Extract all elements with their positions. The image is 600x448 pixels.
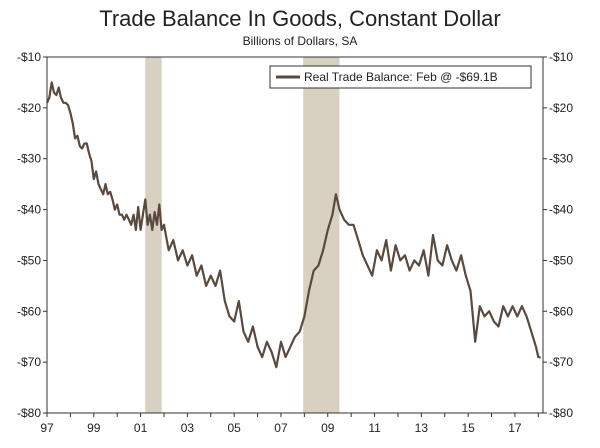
y-tick-label-left: -$20 <box>17 101 41 115</box>
chart-subtitle: Billions of Dollars, SA <box>242 34 358 48</box>
y-tick-label-right: -$40 <box>549 203 573 217</box>
y-tick-label-left: -$80 <box>17 406 41 420</box>
x-tick-label: 03 <box>181 421 195 435</box>
x-tick-label: 13 <box>415 421 429 435</box>
y-tick-label-right: -$50 <box>549 253 573 267</box>
axis-ticks: -$10 -$10 -$20 -$20 -$30 -$30 -$40 -$40 -$50 -$50… <box>17 50 573 435</box>
y-tick-label-right: -$60 <box>549 304 573 318</box>
y-tick-label-right: -$70 <box>549 355 573 369</box>
series-layer <box>45 81 541 369</box>
x-tick-label: 09 <box>321 421 335 435</box>
legend-label: Real Trade Balance: Feb @ -$69.1B <box>304 70 498 84</box>
x-tick-label: 07 <box>274 421 288 435</box>
recession-band-1 <box>303 57 340 413</box>
y-tick-label-left: -$70 <box>17 355 41 369</box>
x-tick-label: 15 <box>461 421 475 435</box>
y-tick-label-left: -$10 <box>17 50 41 64</box>
y-tick-label-left: -$40 <box>17 203 41 217</box>
x-tick-label: 99 <box>87 421 101 435</box>
y-tick-label-right: -$20 <box>549 101 573 115</box>
x-tick-label: 17 <box>508 421 522 435</box>
chart-title: Trade Balance In Goods, Constant Dollar <box>99 6 501 31</box>
x-tick-label: 01 <box>134 421 148 435</box>
y-tick-label-right: -$30 <box>549 152 573 166</box>
plot-frame <box>46 56 544 414</box>
y-tick-label-left: -$30 <box>17 152 41 166</box>
y-tick-label-right: -$80 <box>549 406 573 420</box>
y-tick-label-left: -$50 <box>17 253 41 267</box>
x-tick-label: 97 <box>40 421 54 435</box>
x-tick-label: 11 <box>368 421 381 435</box>
y-tick-label-right: -$10 <box>549 50 573 64</box>
series-line-0 <box>45 81 541 369</box>
x-tick-label: 05 <box>227 421 241 435</box>
recession-bands <box>145 57 340 413</box>
legend-box <box>269 65 532 89</box>
legend: Real Trade Balance: Feb @ -$69.1B <box>269 65 532 89</box>
y-tick-label-left: -$60 <box>17 304 41 318</box>
recession-band-0 <box>145 57 162 413</box>
